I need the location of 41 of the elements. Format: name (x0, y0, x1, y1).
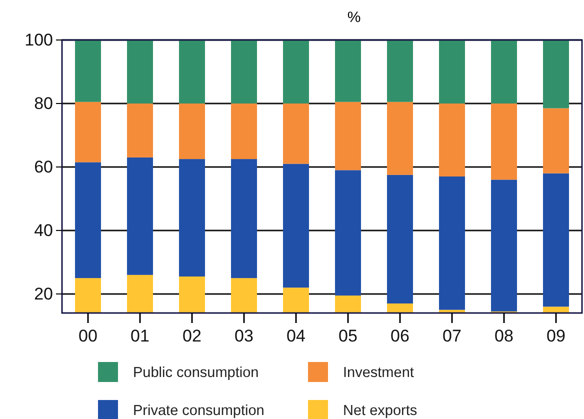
x-tick-label: 07 (442, 326, 462, 346)
x-tick-label: 05 (338, 326, 358, 346)
x-tick-label: 09 (546, 326, 566, 346)
y-tick-label: 100 (24, 30, 53, 50)
bar (231, 103, 257, 160)
x-tick-label: 04 (286, 326, 306, 346)
bar (491, 180, 517, 312)
bar (439, 40, 465, 104)
bar (439, 103, 465, 176)
bar (127, 40, 153, 104)
legend-label: Public consumption (133, 365, 259, 381)
x-tick-label: 00 (78, 326, 98, 346)
bar (387, 40, 413, 102)
legend-label: Private consumption (133, 403, 264, 419)
bar (283, 103, 309, 164)
bar (543, 40, 569, 108)
bar (543, 108, 569, 174)
legend-label: Investment (343, 365, 414, 381)
legend-label: Net exports (343, 403, 418, 419)
bar (127, 103, 153, 158)
y-tick-label: 80 (34, 94, 53, 113)
bar (75, 40, 101, 102)
x-tick-label: 06 (390, 326, 410, 346)
bar (335, 102, 361, 170)
x-tick-label: 02 (182, 326, 202, 346)
y-tick-label: 20 (34, 284, 53, 304)
bar (283, 40, 309, 104)
chart-title: % (347, 9, 361, 26)
bar (179, 103, 205, 160)
x-tick-label: 01 (130, 326, 150, 346)
x-tick-label: 08 (494, 326, 514, 346)
bar (231, 40, 257, 104)
y-tick-label: 60 (34, 157, 53, 176)
bar (75, 102, 101, 162)
bar (335, 40, 361, 102)
y-tick-label: 40 (34, 220, 53, 240)
bar (491, 103, 517, 180)
bar (179, 40, 205, 104)
x-tick-label: 03 (234, 326, 254, 346)
bar (491, 40, 517, 104)
bar (387, 102, 413, 175)
